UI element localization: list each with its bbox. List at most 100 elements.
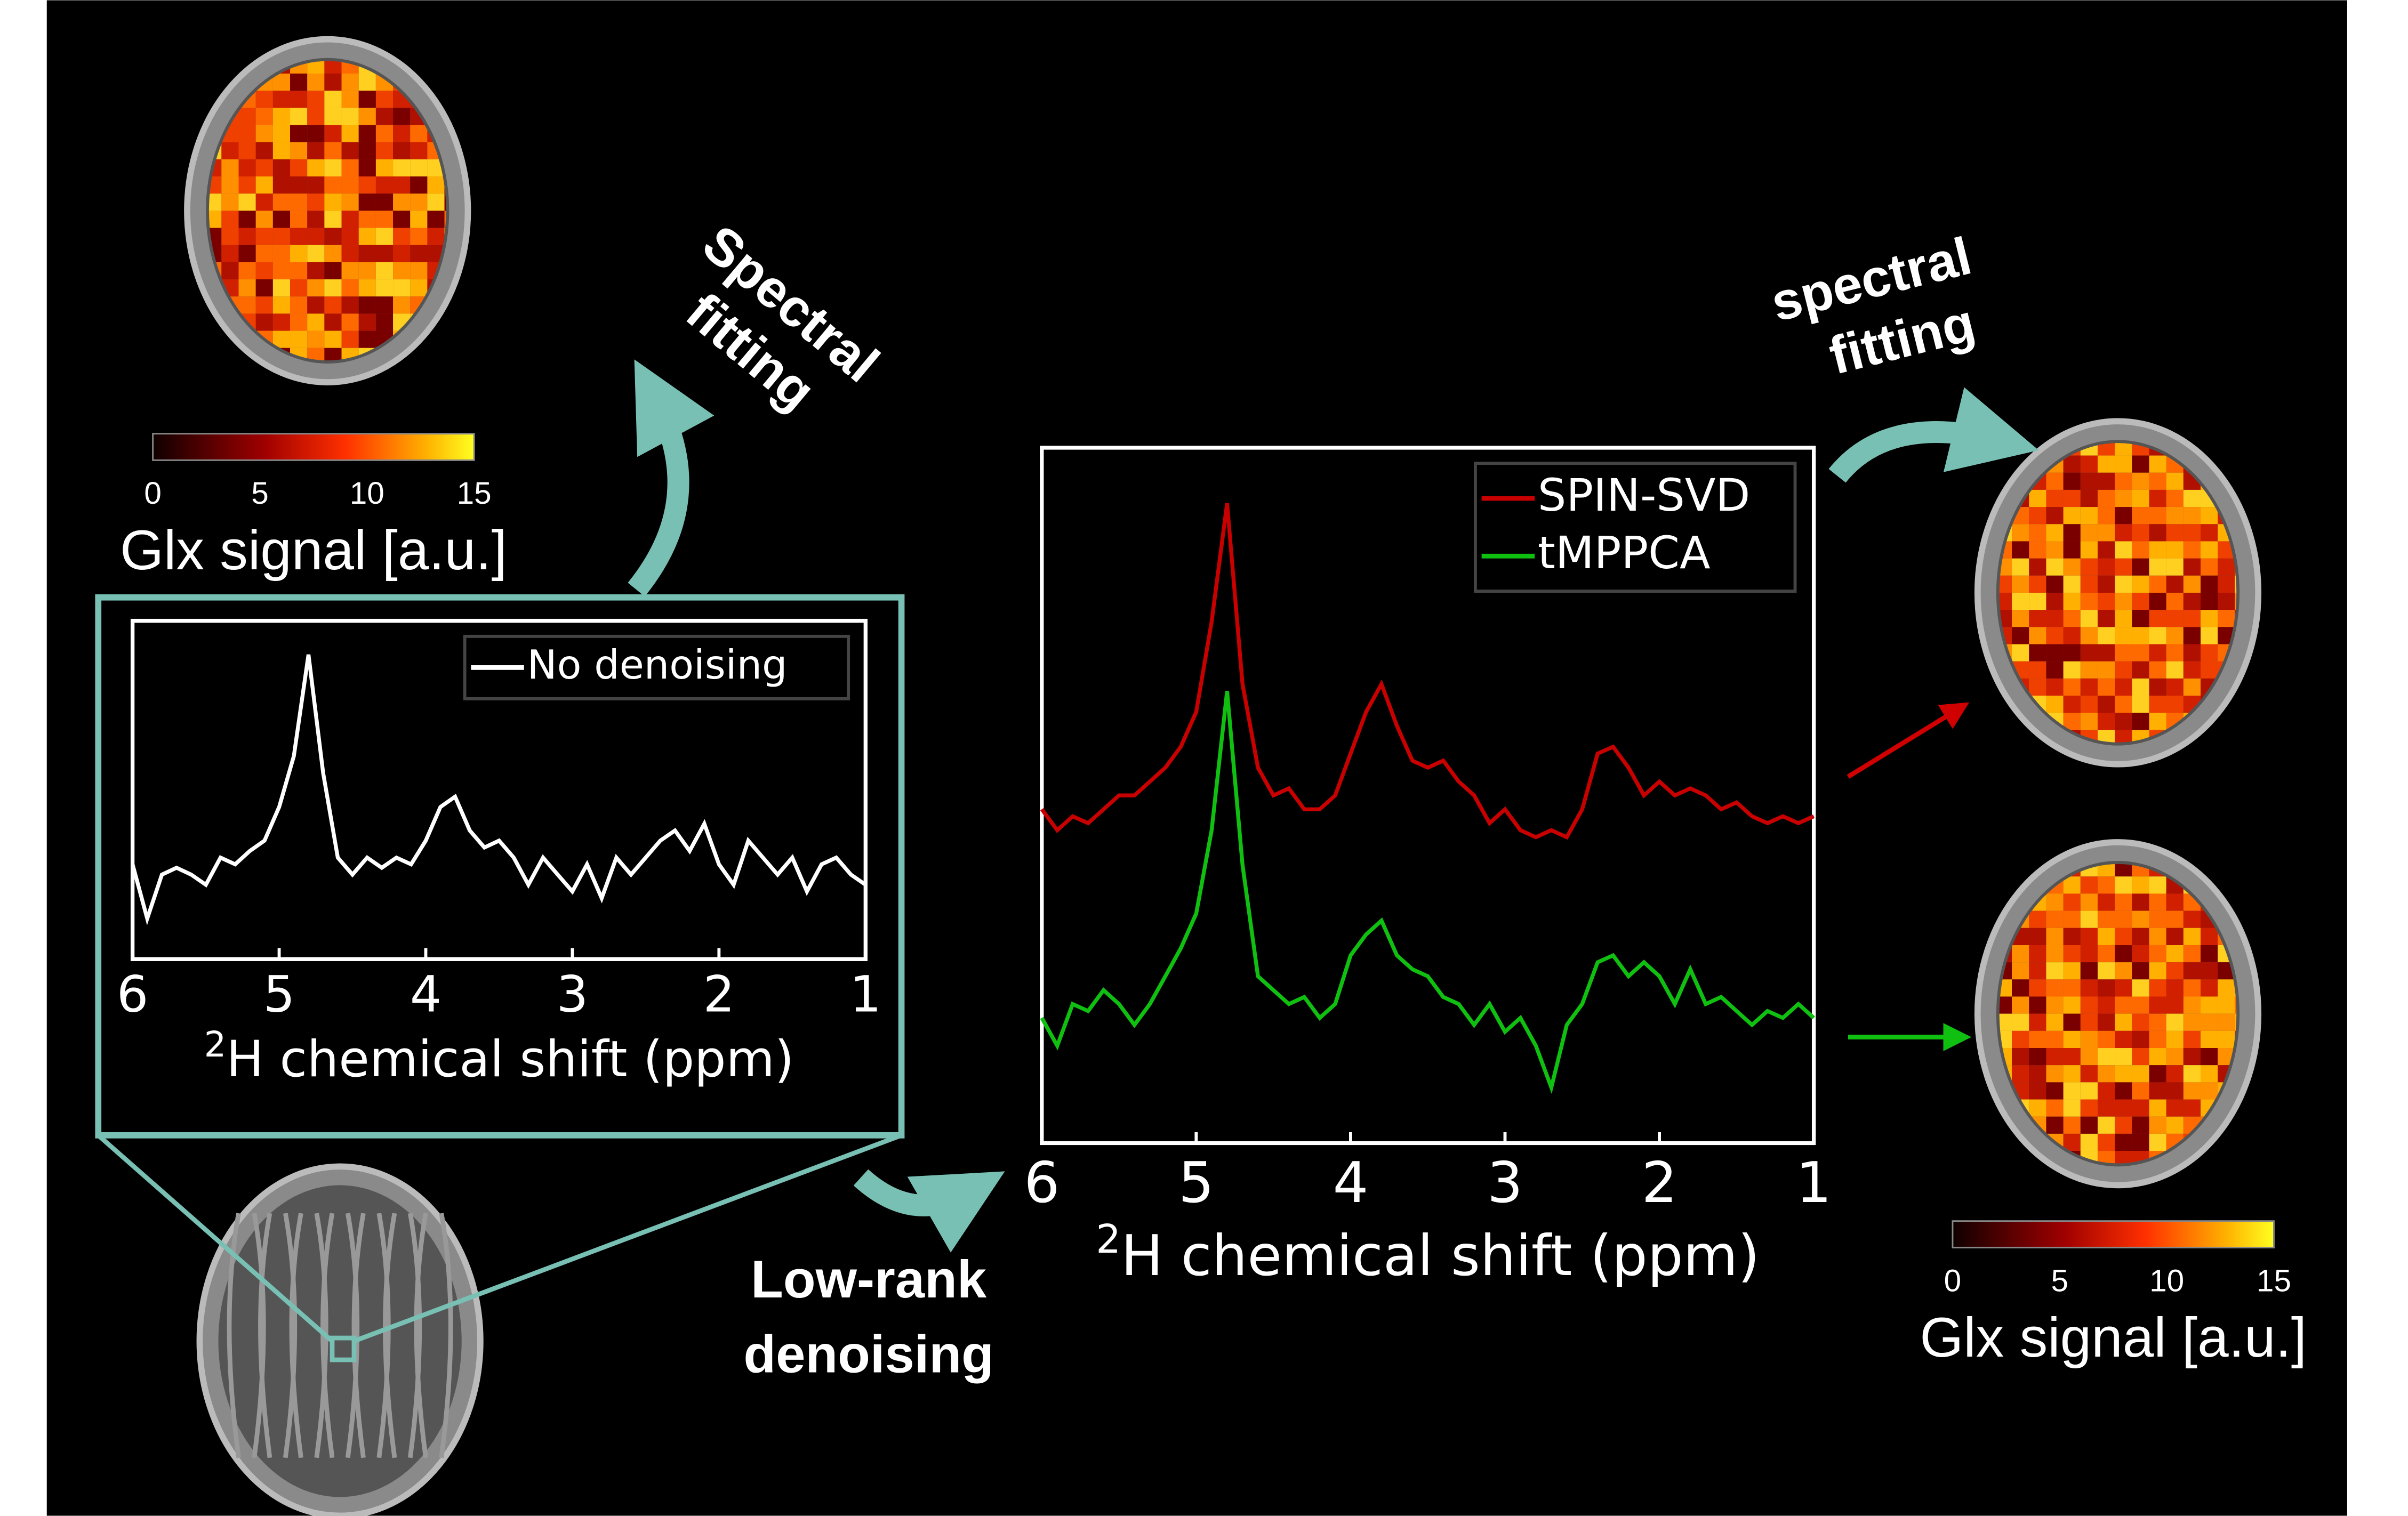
heat-pixel <box>2080 575 2098 593</box>
heat-pixel <box>2029 575 2046 593</box>
heat-pixel <box>2149 627 2166 644</box>
heat-pixel <box>2132 1013 2149 1031</box>
heat-pixel <box>375 313 394 331</box>
heat-pixel <box>2149 1048 2166 1066</box>
heat-pixel <box>307 348 325 361</box>
heat-pixel <box>2115 610 2132 627</box>
sulcus <box>283 1213 298 1458</box>
heat-pixel <box>2115 472 2132 490</box>
heat-pixel <box>2029 979 2046 997</box>
heat-pixel <box>2235 1013 2237 1031</box>
heat-pixel <box>2115 489 2132 507</box>
heat-pixel <box>2149 1030 2166 1049</box>
heat-pixel <box>2200 592 2218 610</box>
heat-pixel <box>2029 1048 2046 1066</box>
heat-pixel <box>2132 455 2149 473</box>
heat-pixel <box>2097 876 2115 894</box>
heat-pixel <box>393 279 411 297</box>
heat-pixel <box>2200 610 2218 627</box>
x-tick-label: 1 <box>850 966 882 1024</box>
heat-pixel <box>341 108 359 125</box>
heat-pixel <box>2132 1116 2149 1134</box>
heat-pixel <box>341 193 359 211</box>
heat-pixel <box>2218 575 2235 593</box>
legend-label: No denoising <box>527 642 788 688</box>
heat-pixel <box>2046 627 2064 644</box>
plot-frame <box>1040 446 1816 1146</box>
label-text: H chemical shift (ppm) <box>1121 1223 1760 1288</box>
heat-pixel <box>1999 610 2012 627</box>
heat-pixel <box>2097 864 2115 877</box>
heat-pixel <box>2063 489 2081 507</box>
heat-pixel <box>410 125 428 142</box>
heat-pixel <box>307 142 325 159</box>
heat-pixel <box>2132 575 2149 593</box>
heat-pixel <box>2132 876 2149 894</box>
heat-pixel <box>2029 541 2046 559</box>
heat-pixel <box>2166 910 2184 928</box>
heat-pixel <box>2218 610 2235 627</box>
heat-pixel <box>2046 661 2064 679</box>
heat-pixel <box>2046 610 2064 627</box>
heat-pixel <box>2166 644 2184 662</box>
heat-pixel <box>2132 507 2149 525</box>
heat-pixel <box>221 193 239 211</box>
heat-pixel <box>2097 627 2115 644</box>
heat-pixel <box>375 211 394 228</box>
heat-pixel <box>238 176 256 194</box>
heat-pixel <box>290 142 308 159</box>
heat-pixel <box>238 193 256 211</box>
heat-pixel <box>2183 627 2201 644</box>
heat-pixel <box>208 193 222 211</box>
heat-pixel <box>2183 610 2201 627</box>
heat-pixel <box>2132 996 2149 1014</box>
sulcus <box>383 1213 397 1458</box>
heat-pixel <box>2097 996 2115 1014</box>
heat-pixel <box>2115 1013 2132 1031</box>
heat-pixel <box>272 245 291 262</box>
heat-pixel <box>2149 893 2166 911</box>
heat-pixel <box>2046 696 2064 713</box>
heat-pixel <box>2149 696 2166 713</box>
heat-pixel <box>2218 979 2235 997</box>
heat-pixel <box>2183 644 2201 662</box>
heat-pixel <box>307 108 325 125</box>
heat-pixel <box>290 193 308 211</box>
heat-pixel <box>341 228 359 245</box>
heat-pixel <box>2080 1013 2098 1031</box>
heat-pixel <box>2132 1065 2149 1083</box>
heat-pixel <box>1999 1013 2012 1031</box>
heat-pixel <box>2183 928 2201 945</box>
heat-pixel <box>2012 996 2029 1014</box>
heat-pixel <box>238 159 256 177</box>
heat-pixel <box>2115 864 2132 877</box>
x-tick-label: 6 <box>1024 1150 1059 1215</box>
heat-pixel <box>2029 910 2046 928</box>
heat-pixel <box>2097 945 2115 963</box>
heat-pixel <box>2080 644 2098 662</box>
heat-pixel <box>2097 558 2115 576</box>
heat-pixel <box>2063 507 2081 525</box>
heat-pixel <box>410 159 428 177</box>
heat-pixel <box>2080 696 2098 713</box>
heat-pixel <box>2166 1065 2184 1083</box>
heat-pixel <box>2063 1048 2081 1066</box>
x-tick-label: 4 <box>410 966 442 1024</box>
heat-pixel <box>2149 1133 2166 1151</box>
heat-pixel <box>2200 558 2218 576</box>
colorbar-tick-label: 10 <box>2149 1263 2184 1298</box>
heat-pixel <box>2046 524 2064 542</box>
heat-pixel <box>393 108 411 125</box>
heat-pixel <box>2149 472 2166 490</box>
heat-pixel <box>307 125 325 142</box>
heat-pixel <box>2080 876 2098 894</box>
superscript: 2 <box>204 1025 227 1065</box>
heat-pixel <box>272 159 291 177</box>
heat-pixel <box>255 262 273 280</box>
heat-pixel <box>2200 1013 2218 1031</box>
heat-pixel <box>2063 541 2081 559</box>
heat-pixel <box>2080 592 2098 610</box>
heat-pixel <box>2149 610 2166 627</box>
heat-pixel <box>2097 928 2115 945</box>
heat-pixel <box>2080 1099 2098 1117</box>
